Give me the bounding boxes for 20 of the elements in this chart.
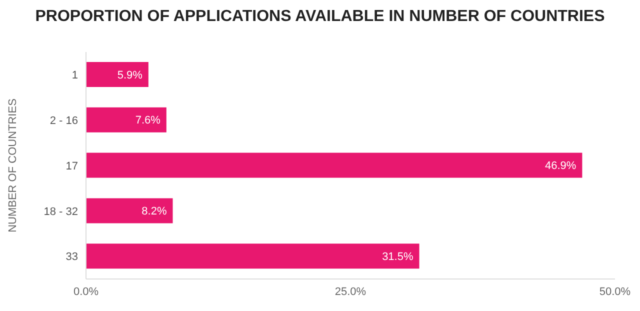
y-axis-title: NUMBER OF COUNTRIES — [6, 98, 19, 232]
data-label: 46.9% — [545, 160, 576, 172]
x-tick-label: 0.0% — [73, 286, 99, 298]
chart-title: PROPORTION OF APPLICATIONS AVAILABLE IN NUMBER OF COUNTRIES — [34, 8, 606, 26]
y-tick-label: 17 — [66, 160, 78, 172]
bar — [86, 152, 582, 178]
bar — [86, 107, 166, 132]
y-tick-label: 2 - 16 — [50, 115, 78, 128]
data-label: 31.5% — [382, 250, 414, 263]
y-tick-label: 33 — [66, 251, 78, 264]
y-tick-label: 1 — [72, 70, 78, 82]
x-tick-label: 50.0% — [599, 286, 631, 298]
x-tick-label: 25.0% — [334, 286, 366, 298]
y-tick-label: 18 - 32 — [44, 206, 78, 218]
bar — [86, 198, 173, 224]
bar — [86, 244, 420, 269]
bar — [86, 62, 148, 87]
data-label: 8.2% — [142, 206, 167, 218]
data-label: 5.9% — [117, 69, 143, 82]
data-label: 7.6% — [135, 114, 161, 127]
